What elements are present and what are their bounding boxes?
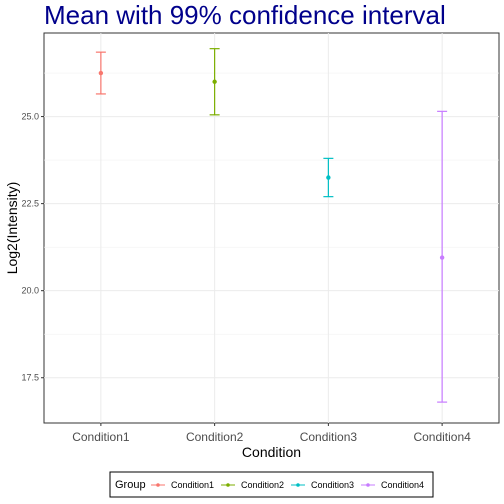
error-bar-group xyxy=(95,51,106,95)
x-tick-label: Condition3 xyxy=(300,430,358,444)
legend-key-point xyxy=(366,483,370,487)
legend-title: Group xyxy=(115,479,146,491)
legend-label: Condition3 xyxy=(311,480,354,490)
legend-label: Condition4 xyxy=(381,480,424,490)
y-axis-ticks: 17.5 20.0 22.5 25.0 xyxy=(21,112,44,383)
legend-key-point xyxy=(156,483,160,487)
error-bar-group xyxy=(323,157,334,198)
mean-point xyxy=(326,175,331,180)
y-tick-label: 20.0 xyxy=(21,286,39,296)
error-bar-series xyxy=(95,48,448,403)
legend-key-point xyxy=(226,483,230,487)
y-tick-label: 17.5 xyxy=(21,373,39,383)
legend-entries: Condition1 Condition2 Condition3 Condition4 xyxy=(151,480,424,490)
mean-point xyxy=(212,79,217,84)
y-tick-label: 25.0 xyxy=(21,112,39,122)
legend-entry: Condition3 xyxy=(291,480,354,490)
error-bar-group xyxy=(209,48,220,116)
plot-panel xyxy=(43,32,500,424)
y-axis-title: Log2(Intensity) xyxy=(4,182,20,275)
x-axis-ticks: Condition1 Condition2 Condition3 Condition4 xyxy=(72,423,471,444)
x-tick-label: Condition4 xyxy=(413,430,471,444)
legend-label: Condition1 xyxy=(171,480,214,490)
x-tick-label: Condition2 xyxy=(186,430,244,444)
grid-lines xyxy=(44,33,499,423)
mean-point xyxy=(98,70,104,76)
legend-entry: Condition2 xyxy=(221,480,284,490)
error-bar-group xyxy=(437,110,448,403)
x-axis-title: Condition xyxy=(242,444,301,460)
x-tick-label: Condition1 xyxy=(72,430,130,444)
legend-label: Condition2 xyxy=(241,480,284,490)
mean-point xyxy=(439,255,445,260)
legend-key-point xyxy=(296,483,300,487)
y-tick-label: 22.5 xyxy=(21,199,39,209)
legend: Group Condition1 Condition2 Condition3 Cond… xyxy=(109,471,434,498)
chart-title: Mean with 99% confidence interval xyxy=(44,0,446,30)
legend-entry: Condition4 xyxy=(361,480,424,490)
legend-entry: Condition1 xyxy=(151,480,214,490)
